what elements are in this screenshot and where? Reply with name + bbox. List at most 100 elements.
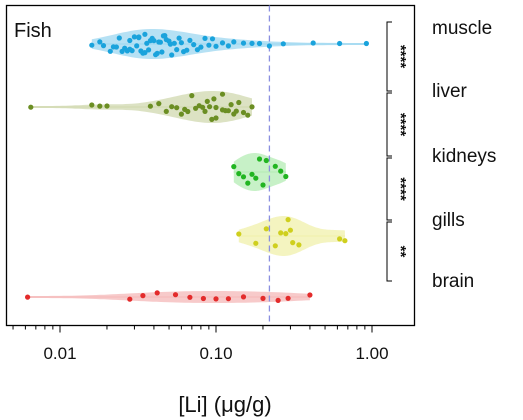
point-gills [290, 240, 296, 246]
point-muscle [184, 47, 190, 53]
point-liver [249, 104, 255, 110]
point-kidneys [283, 173, 289, 180]
point-muscle [146, 47, 152, 53]
point-liver [193, 105, 199, 111]
point-muscle [240, 40, 247, 46]
point-brain [307, 292, 313, 298]
point-brain [285, 295, 291, 301]
point-brain [187, 294, 193, 300]
point-muscle [97, 39, 103, 45]
point-muscle [202, 35, 208, 42]
point-brain [275, 297, 281, 303]
point-gills [283, 231, 289, 237]
x-tick-label: 1.00 [355, 344, 388, 363]
point-liver [213, 104, 219, 111]
point-gills [285, 217, 291, 223]
plot-frame [5, 4, 416, 327]
point-liver [202, 108, 208, 114]
point-liver [211, 96, 217, 102]
significance-label: ** [392, 246, 409, 258]
point-liver [233, 108, 239, 114]
point-muscle [171, 40, 177, 46]
point-muscle [187, 37, 193, 44]
point-muscle [151, 38, 157, 44]
category-labels: muscle liver kidneys gills brain [432, 18, 496, 292]
significance-label: **** [392, 45, 409, 69]
category-label-liver: liver [432, 81, 468, 102]
point-kidneys [253, 175, 259, 181]
point-gills [253, 240, 259, 246]
significance-bracket [386, 21, 392, 92]
point-muscle [213, 43, 219, 49]
violins-layer [27, 29, 367, 303]
point-liver [178, 111, 184, 117]
point-gills [272, 243, 278, 249]
point-muscle [174, 47, 180, 53]
point-kidneys [272, 163, 278, 169]
point-muscle [280, 41, 286, 47]
point-kidneys [256, 156, 263, 162]
point-muscle [337, 40, 343, 47]
point-muscle [129, 48, 135, 54]
point-liver [236, 99, 242, 106]
point-brain [240, 294, 247, 300]
point-liver [89, 102, 95, 108]
significance-label: **** [392, 113, 409, 137]
point-gills [337, 236, 343, 242]
point-liver [28, 104, 34, 110]
point-muscle [225, 43, 231, 49]
points-layer [25, 31, 369, 303]
point-liver [156, 101, 162, 107]
point-brain [140, 293, 146, 299]
point-liver [204, 98, 210, 104]
point-brain [260, 295, 266, 301]
significance-bracket [386, 157, 392, 221]
point-muscle [159, 49, 165, 55]
category-label-gills: gills [432, 210, 465, 231]
significance-bracket [386, 221, 392, 282]
point-muscle [162, 33, 168, 39]
point-muscle [131, 34, 137, 40]
point-liver [174, 105, 180, 111]
point-kidneys [231, 164, 237, 170]
point-muscle [191, 42, 197, 48]
category-label-kidneys: kidneys [432, 146, 496, 167]
point-muscle [198, 44, 204, 50]
point-muscle [113, 44, 119, 50]
point-muscle [134, 43, 140, 49]
point-liver [104, 103, 110, 109]
point-liver [169, 104, 175, 110]
point-brain [25, 294, 31, 300]
point-liver [185, 108, 191, 115]
point-gills [296, 242, 302, 248]
point-muscle [219, 40, 226, 46]
point-liver [245, 112, 251, 118]
point-liver [147, 103, 153, 109]
point-muscle [231, 39, 237, 45]
point-muscle [206, 42, 212, 48]
significance-bracket [386, 92, 392, 157]
point-muscle [157, 39, 163, 45]
point-muscle [136, 34, 142, 40]
point-muscle [167, 41, 173, 47]
point-muscle [363, 40, 369, 47]
point-kidneys [278, 168, 284, 174]
point-liver [240, 109, 247, 116]
point-kidneys [245, 180, 251, 186]
point-liver [209, 116, 215, 122]
point-muscle [116, 35, 122, 41]
point-liver [200, 104, 206, 110]
point-gills [263, 226, 269, 232]
category-label-muscle: muscle [432, 18, 492, 39]
x-tick-label: 0.01 [43, 344, 76, 363]
point-liver [97, 103, 103, 109]
point-muscle [154, 50, 160, 57]
x-axis-title: [Li] (μg/g) [178, 392, 271, 417]
point-muscle [176, 35, 182, 41]
point-gills [278, 230, 284, 236]
panel-title: Fish [14, 20, 52, 42]
point-muscle [249, 40, 255, 47]
point-muscle [256, 40, 263, 47]
point-muscle [178, 40, 184, 46]
